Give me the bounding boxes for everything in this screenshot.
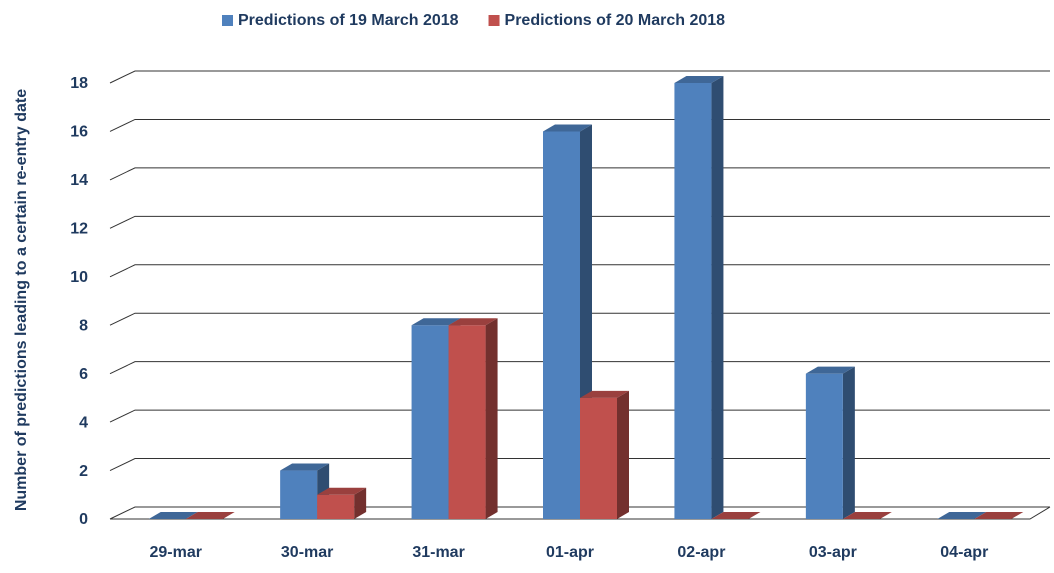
bar-side	[711, 76, 724, 519]
bar-front	[411, 325, 449, 519]
y-tick-label: 14	[70, 172, 88, 189]
bar-front	[543, 131, 580, 519]
legend-label: Predictions of 19 March 2018	[238, 12, 459, 29]
grid-line	[109, 118, 1050, 132]
legend-swatch	[222, 15, 233, 26]
x-tick-label: 01-apr	[546, 544, 594, 561]
bar	[148, 512, 198, 519]
bar	[674, 76, 724, 519]
y-tick-label: 16	[70, 124, 88, 141]
bar-top	[674, 76, 724, 83]
y-axis-label: Number of predictions leading to a certa…	[13, 89, 30, 511]
legend-swatch	[488, 15, 500, 26]
bar-side	[354, 487, 367, 519]
bar-top	[148, 512, 198, 519]
bar-top	[411, 318, 461, 326]
y-tick-label: 18	[70, 75, 88, 92]
bar-top	[937, 512, 987, 519]
bar	[711, 512, 761, 519]
x-tick-label: 29-mar	[149, 544, 201, 561]
bar	[580, 390, 629, 519]
bar-front	[317, 494, 355, 519]
bar-top	[974, 512, 1024, 519]
bar	[185, 512, 235, 519]
bar-top	[185, 512, 235, 519]
bar-side	[842, 366, 855, 519]
bar	[805, 366, 855, 519]
bar-top	[842, 512, 892, 519]
x-tick-label: 04-apr	[940, 544, 988, 561]
y-tick-label: 8	[79, 317, 88, 334]
y-tick-label: 10	[70, 269, 88, 286]
bar-top	[805, 366, 855, 374]
x-tick-label: 02-apr	[677, 544, 725, 561]
bar	[842, 512, 892, 519]
y-tick-label: 12	[70, 221, 88, 238]
bar-front	[280, 470, 318, 519]
y-tick-label: 4	[79, 414, 88, 431]
grid-line	[109, 409, 1050, 423]
bar	[448, 318, 498, 519]
bar-front	[448, 325, 486, 519]
y-tick-label: 0	[79, 511, 88, 528]
bar-top	[711, 512, 761, 519]
grid-line	[109, 215, 1050, 229]
bar-front	[805, 373, 843, 519]
bar-top	[580, 390, 629, 398]
bar	[974, 512, 1024, 519]
bar-front	[674, 83, 712, 519]
bar-side	[485, 318, 498, 519]
bar	[317, 487, 367, 519]
bar-front	[580, 397, 617, 519]
x-tick-label: 30-mar	[281, 544, 333, 561]
y-tick-label: 2	[79, 463, 88, 480]
x-tick-label: 03-apr	[809, 544, 857, 561]
grid-line	[109, 70, 1050, 84]
grid-line	[109, 312, 1050, 326]
x-tick-label: 31-mar	[412, 544, 464, 561]
bar-top	[543, 124, 592, 132]
bar-top	[280, 463, 330, 471]
bar-side	[617, 390, 629, 519]
bar-top	[317, 487, 367, 495]
grid-line	[109, 506, 1050, 520]
grid-line	[109, 458, 1050, 472]
grid-line	[109, 361, 1050, 375]
y-tick-label: 6	[79, 366, 88, 383]
grid-line	[109, 264, 1050, 278]
legend-label: Predictions of 20 March 2018	[505, 12, 726, 29]
bar	[937, 512, 987, 519]
bar-top	[448, 318, 498, 326]
grid-line	[109, 167, 1050, 181]
